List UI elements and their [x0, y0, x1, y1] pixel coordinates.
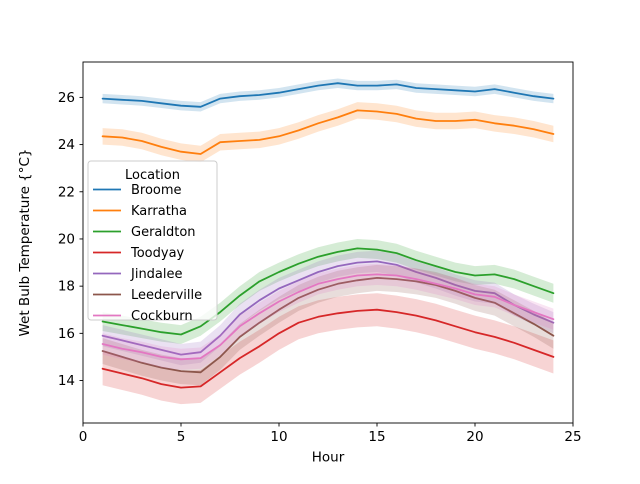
y-tick-label: 20	[58, 231, 75, 247]
series-band-karratha	[102, 102, 554, 163]
y-tick-label: 24	[58, 137, 75, 153]
legend-box	[87, 160, 218, 321]
x-tick-label: 25	[564, 429, 581, 445]
legend-label-jindalee: Jindalee	[130, 267, 183, 282]
x-tick-label: 0	[79, 429, 88, 445]
legend-title: Location	[125, 168, 180, 183]
x-tick-label: 15	[368, 429, 385, 445]
series-line-broome	[101, 82, 555, 108]
x-tick-label: 5	[177, 429, 186, 445]
legend-label-cockburn: Cockburn	[131, 309, 193, 324]
legend-label-karratha: Karratha	[131, 204, 187, 219]
series-line-toodyay	[101, 308, 555, 389]
legend-label-toodyay: Toodyay	[130, 246, 185, 261]
series-line-karratha	[101, 109, 555, 155]
series-line-cockburn	[101, 273, 555, 361]
series-band-broome	[102, 78, 554, 112]
x-tick-label: 10	[270, 429, 287, 445]
y-tick-label: 16	[58, 326, 75, 342]
legend-label-geraldton: Geraldton	[131, 225, 196, 240]
series-band-cockburn	[102, 263, 554, 370]
legend-label-leederville: Leederville	[131, 288, 202, 303]
series-band-leederville	[102, 264, 554, 386]
x-axis-label: Hour	[312, 450, 345, 466]
y-tick-label: 18	[58, 279, 75, 295]
series-line-jindalee	[101, 260, 555, 356]
y-tick-label: 26	[58, 90, 75, 106]
y-tick-label: 14	[58, 373, 75, 389]
x-tick-label: 20	[466, 429, 483, 445]
y-tick-label: 22	[58, 184, 75, 200]
legend-label-broome: Broome	[131, 183, 182, 198]
series-line-leederville	[101, 276, 555, 374]
y-axis-label: Wet Bulb Temperature {°C}	[17, 148, 33, 336]
plot-frame	[82, 61, 574, 424]
series-line-geraldton	[101, 247, 555, 336]
